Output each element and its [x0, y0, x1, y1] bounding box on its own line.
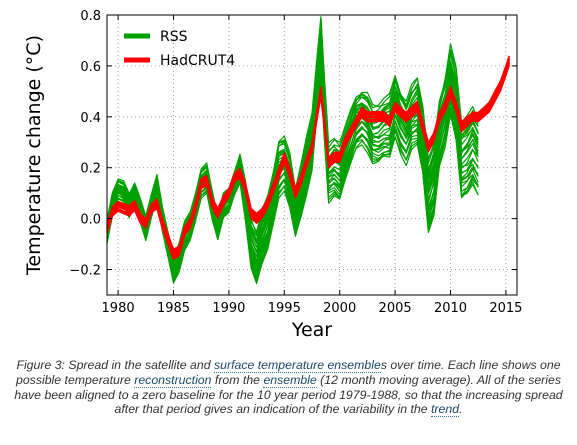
legend-label: RSS — [160, 29, 188, 45]
legend: RSS HadCRUT4 — [124, 29, 235, 69]
x-tick-label: 2000 — [323, 301, 356, 316]
y-axis-label: Temperature change (°C) — [23, 35, 45, 276]
y-tick-label: 0.0 — [80, 213, 101, 228]
x-tick-label: 2005 — [379, 301, 412, 316]
link-reconstruction[interactable]: reconstruction — [134, 372, 212, 388]
link-ensemble[interactable]: ensemble — [263, 372, 317, 388]
y-tick-label: 0.2 — [80, 162, 101, 177]
x-tick-label: 2010 — [434, 301, 467, 316]
x-tick-label: 1990 — [212, 301, 245, 316]
y-tick-label: 0.6 — [80, 60, 101, 75]
link-trend[interactable]: trend — [431, 402, 460, 418]
y-tick-label: −0.2 — [69, 264, 101, 279]
ensemble-chart: 1980 1985 1990 1995 2000 2005 2010 2015 −0.2 0.0… — [23, 9, 522, 341]
figure-caption: Figure 3: Spread in the satellite and su… — [14, 358, 563, 418]
link-surface-temperature-ensemble[interactable]: surface temperature ensemble — [214, 358, 381, 373]
x-tick-label: 1985 — [157, 301, 190, 316]
y-tick-label: 0.8 — [80, 9, 101, 24]
x-axis-label: Year — [291, 319, 332, 341]
hadcrut4-ensemble-lines — [106, 55, 510, 260]
x-tick-label: 2015 — [489, 301, 522, 316]
x-tick-label: 1980 — [102, 301, 135, 316]
series-line-hadcrut4 — [106, 55, 510, 250]
plot-frame — [106, 14, 518, 296]
x-axis-ticks: 1980 1985 1990 1995 2000 2005 2010 2015 — [102, 15, 522, 316]
y-tick-label: 0.4 — [80, 111, 101, 126]
x-tick-label: 1995 — [268, 301, 301, 316]
y-axis-ticks: −0.2 0.0 0.2 0.4 0.6 0.8 — [69, 9, 517, 279]
legend-label: HadCRUT4 — [160, 53, 235, 69]
